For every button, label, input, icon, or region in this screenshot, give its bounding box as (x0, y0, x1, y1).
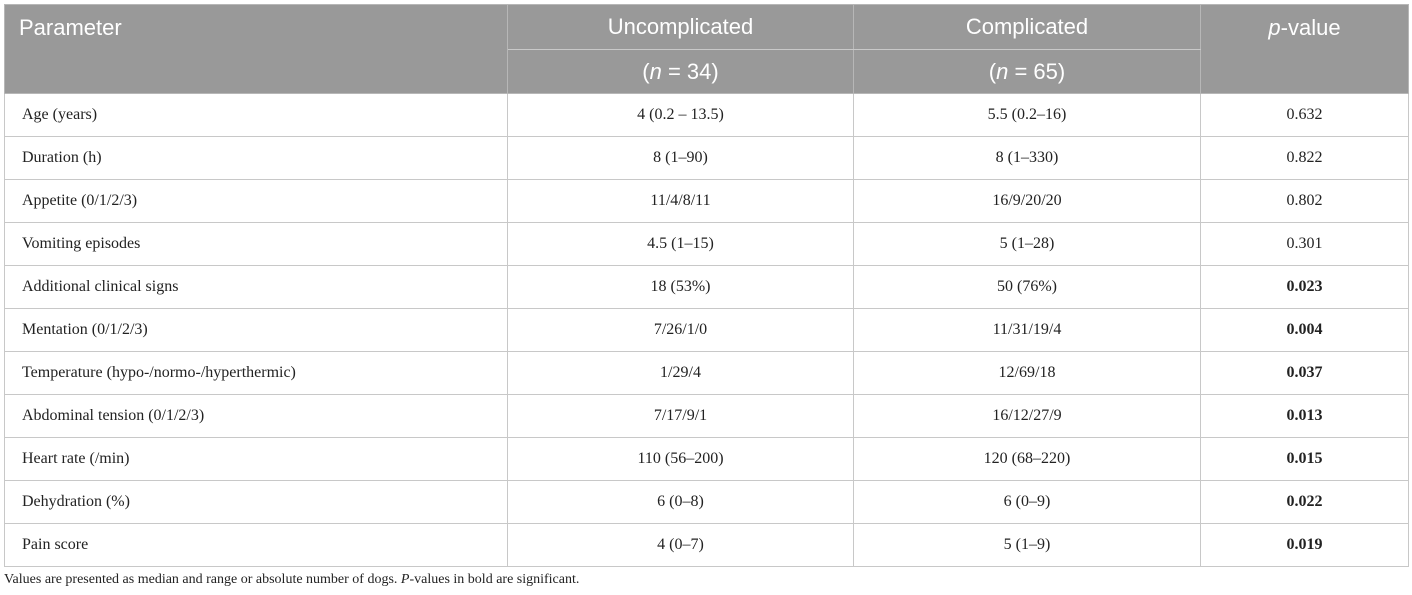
cell-p-value: 0.301 (1200, 222, 1409, 266)
cell-complicated: 5 (1–9) (853, 523, 1201, 567)
cell-parameter: Dehydration (%) (4, 480, 508, 524)
cell-p-value: 0.632 (1200, 93, 1409, 137)
cell-parameter: Pain score (4, 523, 508, 567)
cell-p-value: 0.023 (1200, 265, 1409, 309)
n-prefix: ( (642, 58, 650, 84)
results-table: Parameter Uncomplicated Complicated p-va… (4, 4, 1409, 567)
cell-uncomplicated: 4 (0–7) (507, 523, 854, 567)
table-row: Mentation (0/1/2/3) 7/26/1/0 11/31/19/4 0.0… (4, 308, 1409, 352)
table-row: Pain score 4 (0–7) 5 (1–9) 0.019 (4, 523, 1409, 567)
cell-parameter: Age (years) (4, 93, 508, 137)
header-pvalue-suffix: -value (1280, 15, 1341, 40)
cell-uncomplicated: 4.5 (1–15) (507, 222, 854, 266)
cell-p-value: 0.802 (1200, 179, 1409, 223)
table-row: Temperature (hypo-/normo-/hyperthermic) 1… (4, 351, 1409, 395)
cell-complicated: 11/31/19/4 (853, 308, 1201, 352)
header-complicated-label: Complicated (965, 14, 1089, 39)
cell-uncomplicated: 110 (56–200) (507, 437, 854, 481)
header-complicated-n: (n = 65) (853, 49, 1201, 94)
cell-complicated: 5 (1–28) (853, 222, 1201, 266)
table-row: Additional clinical signs 18 (53%) 50 (76%… (4, 265, 1409, 309)
footnote-part1: Values are presented as median and range… (4, 572, 401, 587)
table-row: Duration (h) 8 (1–90) 8 (1–330) 0.822 (4, 136, 1409, 180)
cell-p-value: 0.022 (1200, 480, 1409, 524)
cell-parameter: Duration (h) (4, 136, 508, 180)
n-prefix: ( (988, 58, 997, 84)
header-complicated: Complicated (853, 4, 1201, 50)
header-uncomplicated-label: Uncomplicated (607, 14, 754, 39)
cell-parameter: Mentation (0/1/2/3) (4, 308, 508, 352)
header-pvalue-var: p (1268, 15, 1281, 40)
n-var: n (649, 58, 662, 84)
cell-uncomplicated: 6 (0–8) (507, 480, 854, 524)
table-header: Parameter Uncomplicated Complicated p-va… (4, 4, 1409, 94)
footnote-italic: P (400, 572, 410, 587)
cell-uncomplicated: 1/29/4 (507, 351, 854, 395)
header-pvalue: p-value (1200, 4, 1409, 94)
cell-parameter: Abdominal tension (0/1/2/3) (4, 394, 508, 438)
cell-parameter: Temperature (hypo-/normo-/hyperthermic) (4, 351, 508, 395)
cell-p-value: 0.004 (1200, 308, 1409, 352)
table-row: Dehydration (%) 6 (0–8) 6 (0–9) 0.022 (4, 480, 1409, 524)
table-row: Appetite (0/1/2/3) 11/4/8/11 16/9/20/20 0.8… (4, 179, 1409, 223)
cell-p-value: 0.013 (1200, 394, 1409, 438)
header-parameter: Parameter (4, 4, 508, 94)
cell-complicated: 6 (0–9) (853, 480, 1201, 524)
header-uncomplicated-n: (n = 34) (507, 49, 854, 94)
footnote-part2: -values in bold are significant. (409, 572, 580, 587)
cell-uncomplicated: 18 (53%) (507, 265, 854, 309)
cell-complicated: 120 (68–220) (853, 437, 1201, 481)
table-row: Abdominal tension (0/1/2/3) 7/17/9/1 16/12… (4, 394, 1409, 438)
cell-uncomplicated: 7/17/9/1 (507, 394, 854, 438)
cell-p-value: 0.822 (1200, 136, 1409, 180)
cell-complicated: 50 (76%) (853, 265, 1201, 309)
table-row: Heart rate (/min) 110 (56–200) 120 (68–220… (4, 437, 1409, 481)
cell-complicated: 16/12/27/9 (853, 394, 1201, 438)
cell-parameter: Additional clinical signs (4, 265, 508, 309)
cell-parameter: Vomiting episodes (4, 222, 508, 266)
cell-complicated: 5.5 (0.2–16) (853, 93, 1201, 137)
n-var: n (996, 58, 1009, 84)
cell-uncomplicated: 4 (0.2 – 13.5) (507, 93, 854, 137)
table-body: Age (years) 4 (0.2 – 13.5) 5.5 (0.2–16) 0.6… (4, 93, 1409, 567)
header-parameter-label: Parameter (19, 15, 122, 40)
cell-uncomplicated: 11/4/8/11 (507, 179, 854, 223)
header-uncomplicated: Uncomplicated (507, 4, 854, 50)
table-footnote: Values are presented as median and range… (4, 572, 579, 588)
cell-uncomplicated: 8 (1–90) (507, 136, 854, 180)
table-row: Age (years) 4 (0.2 – 13.5) 5.5 (0.2–16) 0.6… (4, 93, 1409, 137)
n-eq: = 65) (1008, 58, 1066, 84)
cell-parameter: Appetite (0/1/2/3) (4, 179, 508, 223)
cell-p-value: 0.015 (1200, 437, 1409, 481)
cell-parameter: Heart rate (/min) (4, 437, 508, 481)
table-row: Vomiting episodes 4.5 (1–15) 5 (1–28) 0.301 (4, 222, 1409, 266)
cell-complicated: 16/9/20/20 (853, 179, 1201, 223)
cell-complicated: 8 (1–330) (853, 136, 1201, 180)
cell-p-value: 0.037 (1200, 351, 1409, 395)
cell-uncomplicated: 7/26/1/0 (507, 308, 854, 352)
n-eq: = 34) (661, 58, 719, 84)
cell-complicated: 12/69/18 (853, 351, 1201, 395)
cell-p-value: 0.019 (1200, 523, 1409, 567)
